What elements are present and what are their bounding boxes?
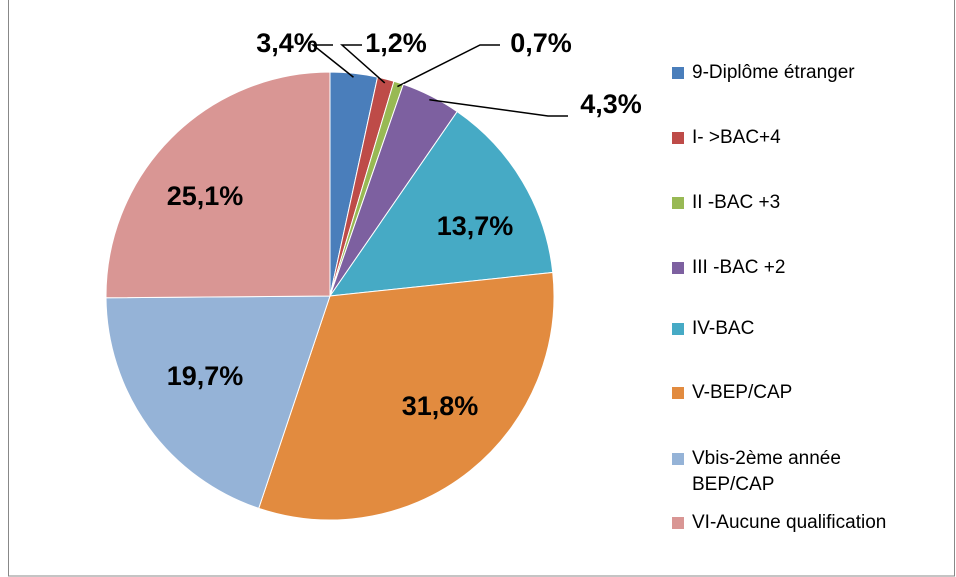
data-label: 31,8% — [402, 391, 479, 421]
data-label: 19,7% — [167, 361, 244, 391]
legend-label: IV-BAC — [692, 318, 755, 339]
data-label: 4,3% — [580, 89, 642, 119]
legend-swatch — [672, 387, 684, 399]
leader-line — [310, 44, 354, 78]
legend-item: II -BAC +3 — [672, 192, 780, 214]
legend-label: Vbis-2ème année BEP/CAP — [692, 448, 841, 495]
legend-swatch — [672, 197, 684, 209]
legend-label: 9-Diplôme étranger — [692, 62, 855, 83]
legend-item: I- >BAC+4 — [672, 127, 781, 149]
pie-slice — [258, 271, 555, 521]
legend-label: II -BAC +3 — [692, 192, 781, 213]
legend-item: 9-Diplôme étranger — [672, 62, 855, 84]
legend-label: I- >BAC+4 — [692, 127, 781, 148]
leader-line — [397, 44, 500, 88]
data-label: 25,1% — [167, 181, 244, 211]
legend-item: III -BAC +2 — [672, 257, 785, 279]
legend-swatch — [672, 67, 684, 79]
legend-swatch — [672, 132, 684, 144]
legend-label: VI-Aucune qualification — [692, 512, 887, 533]
legend-swatch — [672, 262, 684, 274]
pie-slice — [328, 110, 554, 297]
legend-item: IV-BAC — [672, 318, 754, 340]
legend-label: V-BEP/CAP — [692, 382, 793, 403]
data-label: 3,4% — [256, 28, 318, 58]
data-label: 0,7% — [510, 28, 572, 58]
legend-label: III -BAC +2 — [692, 257, 786, 278]
legend-item: Vbis-2ème année BEP/CAP — [672, 446, 872, 498]
leader-line — [340, 44, 386, 84]
legend-swatch — [672, 453, 684, 465]
legend-swatch — [672, 517, 684, 529]
pie-slice — [105, 71, 331, 299]
legend-item: VI-Aucune qualification — [672, 512, 886, 534]
data-label: 1,2% — [365, 28, 427, 58]
leader-line — [429, 98, 568, 117]
data-label: 13,7% — [437, 211, 514, 241]
legend-item: V-BEP/CAP — [672, 382, 792, 404]
legend-swatch — [672, 323, 684, 335]
chart-frame — [8, 0, 955, 577]
pie-slice — [105, 295, 331, 509]
